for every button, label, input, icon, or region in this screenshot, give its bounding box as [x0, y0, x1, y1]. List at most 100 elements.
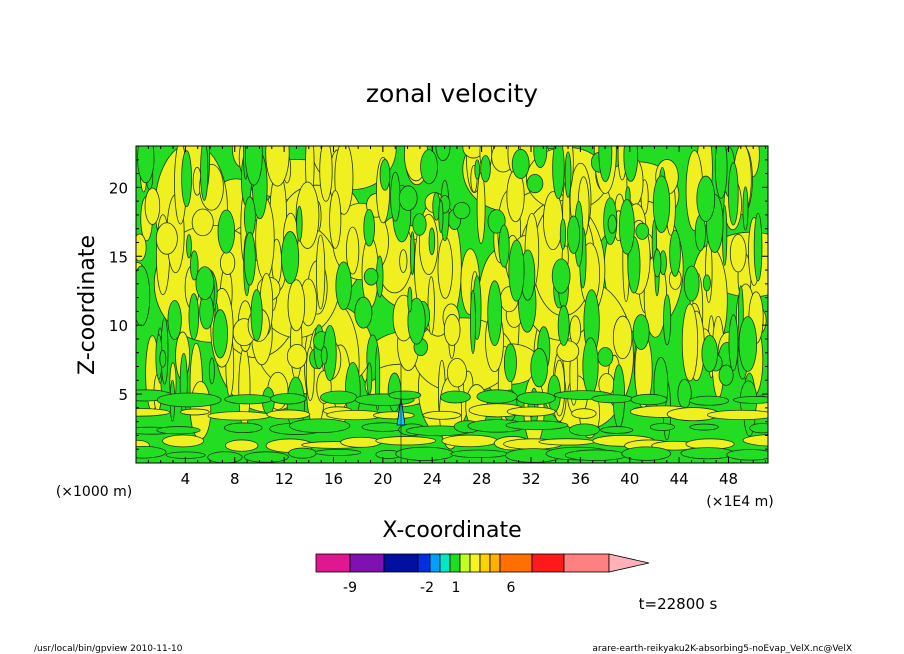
contour-region — [224, 394, 273, 405]
contour-region — [487, 280, 503, 346]
contour-region — [395, 446, 455, 461]
contour-region — [559, 218, 567, 250]
contour-region — [288, 447, 317, 459]
contour-region — [155, 222, 178, 255]
contour-region — [334, 146, 354, 215]
contour-region — [250, 289, 263, 342]
contour-region — [363, 267, 379, 286]
contour-region — [437, 236, 453, 299]
contour-region — [167, 300, 182, 340]
colorbar-segment — [489, 553, 501, 573]
contour-region — [669, 229, 681, 277]
colorbar-segment — [417, 553, 431, 573]
contour-region — [632, 314, 650, 350]
contour-region — [649, 423, 675, 431]
contour-region — [443, 313, 461, 346]
contour-region — [714, 146, 728, 199]
contour-region — [289, 418, 351, 434]
contour-region — [207, 411, 271, 421]
contour-region — [379, 159, 391, 191]
contour-region — [688, 395, 730, 406]
contour-region — [335, 261, 352, 311]
contour-region — [217, 209, 236, 254]
contour-region — [487, 209, 506, 234]
contour-region — [470, 289, 476, 355]
contour-region — [526, 173, 544, 194]
contour-region — [652, 175, 671, 233]
colorbar-segment — [563, 553, 610, 573]
contour-region — [136, 408, 171, 417]
contour-region — [191, 208, 214, 237]
contour-region — [422, 410, 462, 420]
contour-region — [742, 186, 749, 231]
x-unit-left: (×1000 m) — [56, 484, 132, 500]
contour-region — [680, 447, 735, 460]
chart-title: zonal velocity — [366, 79, 538, 108]
contour-region — [390, 171, 401, 222]
contour-region — [438, 199, 444, 233]
contour-region — [428, 227, 436, 256]
colorbar-segment — [479, 553, 491, 573]
colorbar-segment — [315, 553, 351, 573]
contour-region — [188, 293, 200, 340]
contour-region — [156, 392, 222, 408]
contour-region — [453, 201, 471, 220]
contour-region — [749, 423, 768, 434]
x-tick-label: 28 — [472, 470, 491, 488]
contour-region — [409, 231, 415, 276]
contour-region — [566, 215, 581, 254]
colorbar-arrow — [608, 553, 650, 573]
contour-region — [706, 409, 768, 421]
x-tick-label: 40 — [620, 470, 639, 488]
contour-region — [533, 146, 548, 168]
colorbar-segment — [469, 553, 481, 573]
contour-region — [243, 231, 256, 286]
contour-region — [621, 446, 672, 461]
contour-region — [186, 234, 192, 259]
contour-region — [543, 191, 564, 251]
contour-region — [530, 347, 548, 388]
contour-region — [564, 151, 572, 198]
x-tick-label: 24 — [423, 470, 442, 488]
contour-region — [476, 389, 518, 404]
contour-region — [753, 212, 763, 282]
x-tick-label: 16 — [324, 470, 343, 488]
contour-region — [732, 396, 768, 404]
x-tick-label: 12 — [275, 470, 294, 488]
footer-left: /usr/local/bin/gpview 2010-11-10 — [34, 644, 183, 654]
colorbar-segment — [429, 553, 441, 573]
contour-region — [582, 337, 599, 395]
contour-region — [689, 423, 719, 431]
contour-region — [208, 357, 215, 385]
contour-region — [399, 249, 408, 273]
contour-region — [571, 408, 597, 419]
colorbar-segment — [349, 553, 385, 573]
colorbar-tick-label: -2 — [420, 580, 434, 596]
contour-region — [136, 445, 167, 459]
contour-region — [212, 309, 228, 359]
contour-region — [329, 190, 342, 249]
contour-region — [551, 258, 571, 294]
x-tick-label: 4 — [181, 470, 191, 488]
y-tick-label: 20 — [109, 179, 128, 197]
contour-region — [265, 146, 290, 187]
contour-region — [696, 175, 716, 222]
contour-region — [498, 224, 510, 268]
contour-region — [207, 451, 243, 463]
contour-region — [366, 362, 373, 395]
contour-region — [439, 390, 471, 404]
contour-region — [505, 420, 569, 431]
contour-region — [568, 423, 600, 437]
contour-region — [441, 434, 498, 448]
contour-region — [244, 146, 263, 186]
contour-region — [180, 408, 210, 416]
contour-region — [600, 426, 634, 434]
contour-region — [618, 199, 635, 255]
plot-frame — [135, 145, 769, 464]
contour-region — [506, 406, 556, 417]
x-tick-label: 32 — [521, 470, 540, 488]
contour-region — [156, 426, 201, 435]
contour-region — [480, 155, 491, 183]
contour-region — [612, 315, 633, 360]
